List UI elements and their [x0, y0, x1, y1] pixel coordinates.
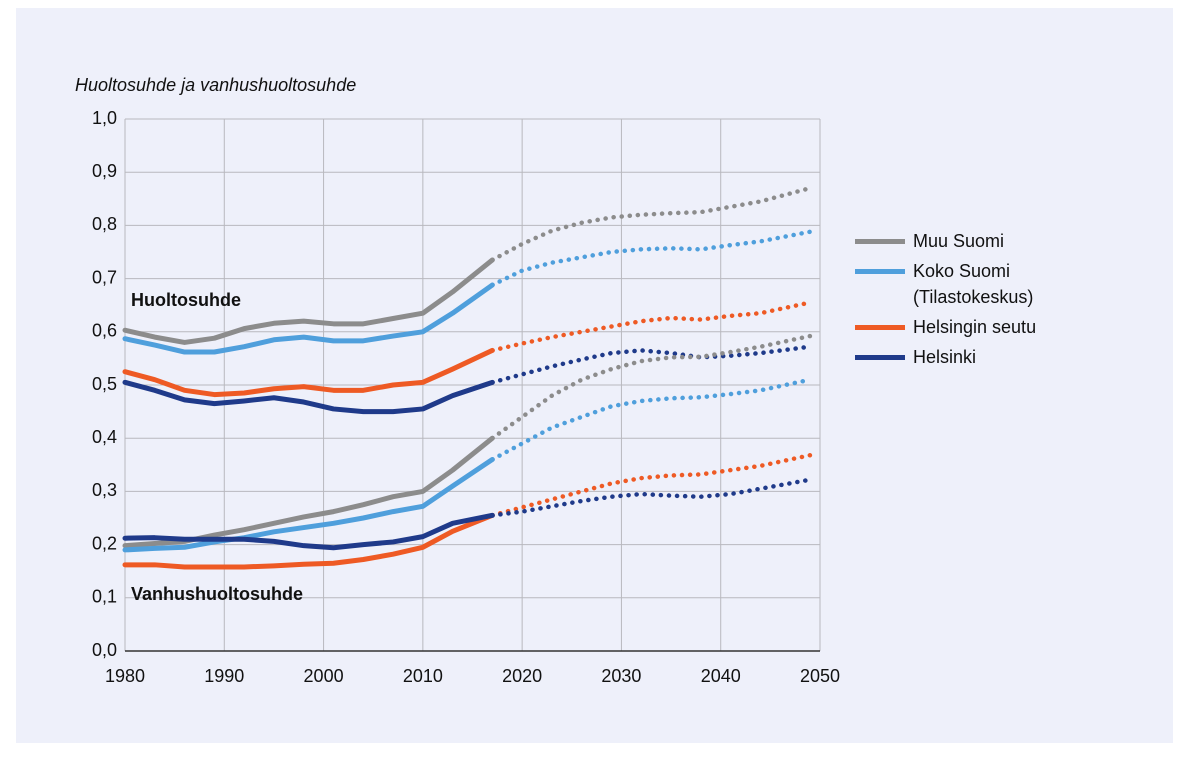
- projection-line: [490, 344, 813, 385]
- x-tick-label: 2050: [800, 666, 840, 686]
- y-tick-label: 0,9: [92, 161, 117, 181]
- legend-entry: Koko Suomi (Tilastokeskus): [855, 258, 1045, 310]
- legend: Muu Suomi Koko Suomi (Tilastokeskus) Helsi…: [855, 228, 1045, 374]
- history-line: [122, 456, 495, 553]
- annotation: Vanhushuoltosuhde: [131, 584, 303, 604]
- y-tick-label: 1,0: [92, 108, 117, 128]
- legend-swatch: [855, 325, 905, 330]
- legend-entry: Helsinki: [855, 344, 1045, 370]
- history-line: [122, 379, 495, 415]
- y-tick-label: 0,4: [92, 427, 117, 447]
- history-line: [122, 512, 495, 570]
- y-tick-label: 0,8: [92, 214, 117, 234]
- projection-line: [490, 377, 813, 462]
- projection-line: [490, 452, 813, 518]
- projection-line: [490, 300, 813, 353]
- legend-label: Koko Suomi (Tilastokeskus): [913, 261, 1034, 307]
- legend-label: Helsinki: [913, 347, 977, 367]
- history-line: [122, 282, 495, 355]
- annotation: Huoltosuhde: [131, 290, 241, 310]
- x-tick-label: 2000: [304, 666, 344, 686]
- legend-entry: Muu Suomi: [855, 228, 1045, 254]
- x-tick-label: 1990: [204, 666, 244, 686]
- x-tick-label: 2040: [701, 666, 741, 686]
- x-tick-label: 2020: [502, 666, 542, 686]
- y-tick-label: 0,5: [92, 374, 117, 394]
- legend-entry: Helsingin seutu: [855, 314, 1045, 340]
- projection-line: [490, 477, 813, 518]
- y-tick-label: 0,0: [92, 640, 117, 660]
- projection-line: [490, 229, 813, 288]
- y-tick-label: 0,2: [92, 533, 117, 553]
- legend-swatch: [855, 355, 905, 360]
- history-line: [122, 347, 495, 398]
- y-tick-label: 0,7: [92, 267, 117, 287]
- chart-title: Huoltosuhde ja vanhushuoltosuhde: [75, 75, 356, 95]
- y-tick-label: 0,6: [92, 321, 117, 341]
- history-line: [122, 512, 495, 551]
- x-tick-label: 2030: [601, 666, 641, 686]
- x-tick-label: 1980: [105, 666, 145, 686]
- projection-line: [490, 185, 813, 263]
- history-line: [122, 257, 495, 345]
- projection-line: [490, 333, 813, 441]
- x-tick-label: 2010: [403, 666, 443, 686]
- legend-swatch: [855, 269, 905, 274]
- y-tick-label: 0,3: [92, 480, 117, 500]
- y-tick-label: 0,1: [92, 587, 117, 607]
- legend-label: Muu Suomi: [913, 231, 1005, 251]
- legend-swatch: [855, 239, 905, 244]
- legend-label: Helsingin seutu: [913, 317, 1037, 337]
